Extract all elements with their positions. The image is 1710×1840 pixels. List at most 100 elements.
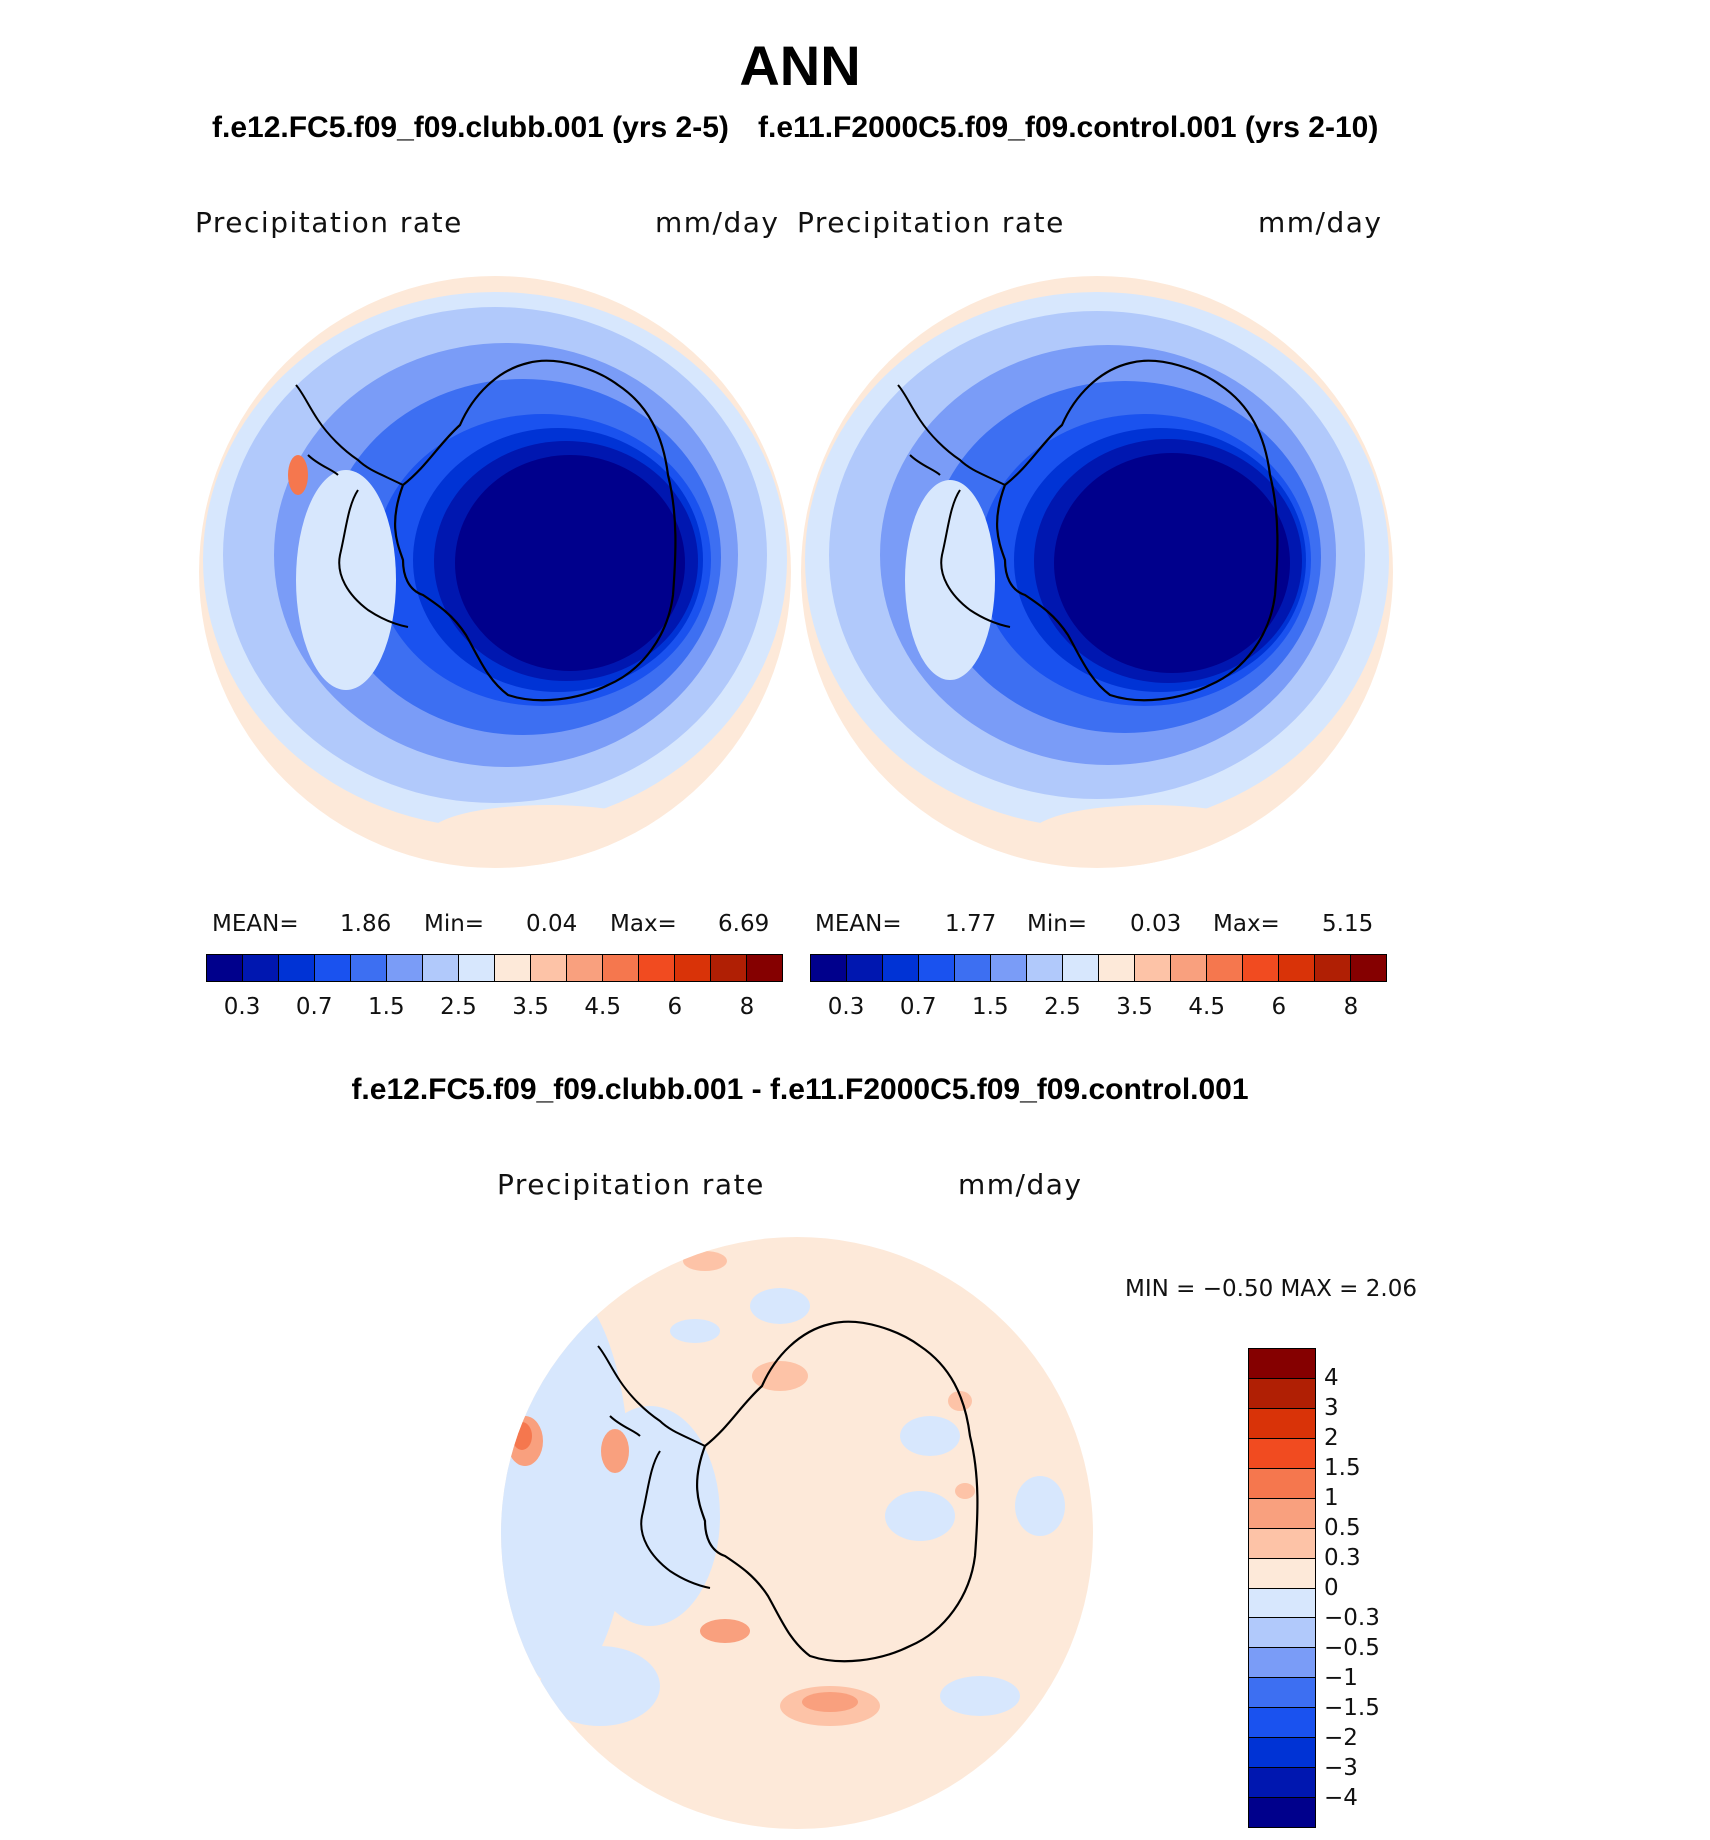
panel1-colorbar-swatch	[459, 955, 495, 981]
panel2-units-label: mm/day	[1258, 206, 1383, 239]
panel1-colorbar-tick-label: 0.7	[295, 994, 333, 1020]
panel2-colorbar-swatch	[1315, 955, 1351, 981]
panel1-colorbar-swatch	[747, 955, 782, 981]
difference-colorbar-tick-label: −2	[1324, 1725, 1358, 1751]
panel1-colorbar-swatch	[315, 955, 351, 981]
case1-title: f.e12.FC5.f09_f09.clubb.001 (yrs 2-5)	[212, 111, 729, 144]
panel2-colorbar-swatch	[1351, 955, 1386, 981]
panel2-mean-label: MEAN=	[815, 911, 902, 937]
difference-colorbar-swatch	[1249, 1558, 1315, 1589]
difference-colorbar-tick-label: −0.3	[1324, 1605, 1380, 1631]
difference-colorbar-tick-label: 0	[1324, 1575, 1339, 1601]
panel1-min-value: 0.04	[526, 911, 578, 937]
panel2-peninsula-coastline	[897, 384, 1011, 628]
difference-colorbar-swatch	[1249, 1438, 1315, 1469]
difference-title: f.e12.FC5.f09_f09.clubb.001 - f.e11.F200…	[351, 1073, 1249, 1106]
panel1-colorbar-tick-label: 2.5	[440, 994, 477, 1020]
panel1-peninsula-coastline	[295, 384, 409, 628]
difference-colorbar-swatch	[1249, 1798, 1315, 1827]
panel1-colorbar-swatch	[279, 955, 315, 981]
difference-colorbar-swatch	[1249, 1349, 1315, 1379]
difference-colorbar-swatch	[1249, 1408, 1315, 1439]
panel1-colorbar-swatch	[711, 955, 747, 981]
panel1-colorbar-ticks: 0.3 0.7 1.5 2.5 3.5 4.5 6 8	[206, 993, 783, 1023]
panel2-colorbar-swatch	[811, 955, 847, 981]
panel1-colorbar-tick-label: 4.5	[584, 994, 621, 1020]
difference-colorbar-tick-label: 0.5	[1324, 1515, 1361, 1541]
panel2-max-value: 5.15	[1322, 911, 1374, 937]
panel1-max-label: Max=	[610, 911, 677, 937]
case2-title: f.e11.F2000C5.f09_f09.control.001 (yrs 2…	[758, 111, 1379, 144]
difference-colorbar-tick-label: 1.5	[1324, 1455, 1361, 1481]
panel3-minmax: MIN = −0.50 MAX = 2.06	[1125, 1276, 1417, 1302]
panel1-colorbar-tick-label: 6	[667, 994, 683, 1020]
panel2-colorbar-tick-label: 4.5	[1188, 994, 1225, 1020]
difference-colorbar-tick-label: 0.3	[1324, 1545, 1361, 1571]
panel2-colorbar-tick-label: 0.3	[827, 994, 865, 1020]
panel1-colorbar-tick-label: 1.5	[368, 994, 405, 1020]
panel2-polar-map	[801, 276, 1393, 868]
difference-colorbar-swatch	[1249, 1738, 1315, 1769]
panel1-colorbar-swatch	[603, 955, 639, 981]
panel2-min-value: 0.03	[1130, 911, 1182, 937]
panel2-colorbar-swatch	[1099, 955, 1135, 981]
panel1-colorbar-tick-label: 0.3	[223, 994, 261, 1020]
panel2-mean-value: 1.77	[945, 911, 997, 937]
panel2-min-label: Min=	[1027, 911, 1088, 937]
panel2-colorbar-swatch	[883, 955, 919, 981]
panel2-colorbar-tick-label: 1.5	[972, 994, 1009, 1020]
panel2-colorbar-swatch	[1207, 955, 1243, 981]
difference-colorbar-swatch	[1249, 1588, 1315, 1619]
difference-colorbar	[1248, 1348, 1316, 1828]
panel3-units-label: mm/day	[958, 1168, 1083, 1201]
difference-colorbar-swatch	[1249, 1678, 1315, 1709]
panel2-colorbar-swatch	[1171, 955, 1207, 981]
panel2-colorbar-swatch	[1279, 955, 1315, 981]
panel2-colorbar-tick-label: 0.7	[899, 994, 937, 1020]
panel2-colorbar-swatch	[991, 955, 1027, 981]
panel1-colorbar-swatch	[531, 955, 567, 981]
difference-colorbar-swatch	[1249, 1498, 1315, 1529]
panel2-colorbar-tick-label: 6	[1271, 994, 1287, 1020]
panel2-colorbar-swatch	[919, 955, 955, 981]
panel1-colorbar-tick-label: 3.5	[512, 994, 549, 1020]
panel1-antarctica-coastline	[394, 359, 677, 702]
main-title: ANN	[739, 34, 861, 97]
difference-colorbar-tick-label: −0.5	[1324, 1635, 1380, 1661]
panel3-variable-label: Precipitation rate	[497, 1168, 765, 1201]
panel2-colorbar-swatch	[1135, 955, 1171, 981]
panel1-colorbar-tick-label: 8	[739, 994, 755, 1020]
panel1-min-label: Min=	[424, 911, 485, 937]
difference-colorbar-swatch	[1249, 1468, 1315, 1499]
panel1-colorbar-swatch	[495, 955, 531, 981]
difference-colorbar-swatch	[1249, 1618, 1315, 1649]
difference-colorbar-swatch	[1249, 1378, 1315, 1409]
panel2-variable-label: Precipitation rate	[797, 206, 1065, 239]
difference-colorbar-tick-label: −3	[1324, 1755, 1358, 1781]
panel2-colorbar-swatch	[1243, 955, 1279, 981]
panel2-colorbar-tick-label: 8	[1343, 994, 1359, 1020]
panel2-colorbar-ticks: 0.3 0.7 1.5 2.5 3.5 4.5 6 8	[810, 993, 1387, 1023]
panel1-mean-label: MEAN=	[212, 911, 299, 937]
difference-colorbar-tick-label: −4	[1324, 1785, 1358, 1811]
panel1-colorbar-swatch	[423, 955, 459, 981]
panel1-colorbar-swatch	[675, 955, 711, 981]
difference-colorbar-ticks: 4 3 2 1.5 1 0.5 0.3 0 −0.3 −0.5 −1 −1.5 −2 −3 −4	[1324, 1348, 1444, 1828]
difference-colorbar-swatch	[1249, 1648, 1315, 1679]
difference-colorbar-swatch	[1249, 1708, 1315, 1739]
panel3-peninsula-coastline	[597, 1345, 711, 1589]
panel1-colorbar-swatch	[387, 955, 423, 981]
panel2-antarctica-coastline	[996, 359, 1279, 702]
difference-colorbar-tick-label: −1.5	[1324, 1695, 1380, 1721]
difference-colorbar-tick-label: 3	[1324, 1395, 1339, 1421]
panel1-variable-label: Precipitation rate	[195, 206, 463, 239]
panel2-colorbar	[810, 954, 1387, 982]
difference-colorbar-swatch	[1249, 1528, 1315, 1559]
panel2-colorbar-swatch	[955, 955, 991, 981]
difference-colorbar-tick-label: −1	[1324, 1665, 1358, 1691]
panel1-mean-value: 1.86	[340, 911, 392, 937]
panel1-colorbar-swatch	[243, 955, 279, 981]
panel1-colorbar	[206, 954, 783, 982]
panel2-colorbar-tick-label: 2.5	[1044, 994, 1081, 1020]
panel1-colorbar-swatch	[207, 955, 243, 981]
